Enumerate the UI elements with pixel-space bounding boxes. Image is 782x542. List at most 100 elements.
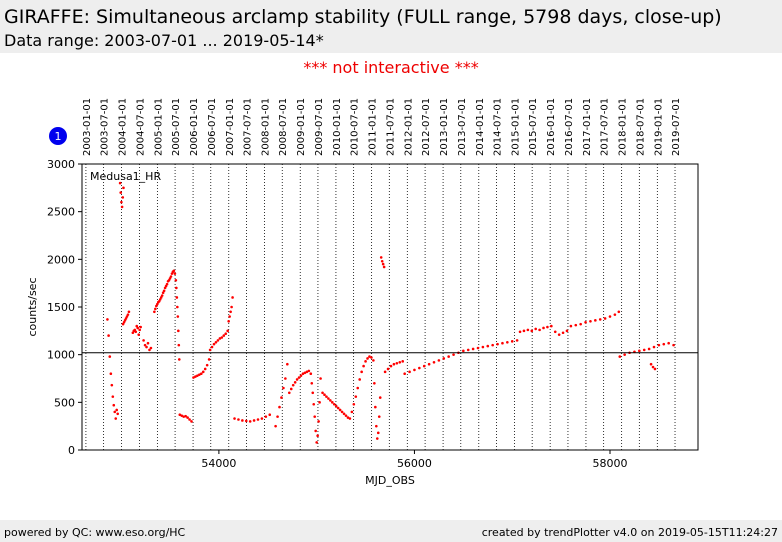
data-point: [380, 259, 384, 263]
data-point: [212, 342, 216, 346]
x-tick-label: 54000: [201, 457, 236, 470]
y-tick-label: 3000: [47, 158, 75, 171]
data-point: [352, 402, 356, 406]
data-point: [160, 294, 164, 297]
date-marker-label: 2005-07-01: [171, 98, 182, 156]
data-point: [651, 365, 655, 369]
y-tick-label: 1500: [47, 301, 75, 314]
date-marker-label: 2012-07-01: [421, 98, 432, 156]
panel-number-badge: [49, 127, 67, 145]
date-marker-label: 2010-07-01: [350, 98, 361, 156]
plot-frame: [81, 163, 699, 451]
data-point: [233, 417, 236, 420]
data-point: [350, 410, 354, 414]
data-point: [248, 420, 252, 423]
data-points: [106, 181, 675, 444]
data-point: [237, 418, 240, 421]
data-point: [375, 424, 378, 428]
panel-label: Medusa1_HR: [90, 170, 161, 183]
x-tick-label: 58000: [593, 457, 628, 470]
data-point: [382, 265, 386, 269]
data-point: [649, 362, 653, 366]
data-point: [565, 329, 569, 333]
y-tick-label: 2000: [47, 253, 75, 266]
data-range-subtitle: Data range: 2003-07-01 ... 2019-05-14*: [4, 31, 324, 50]
data-point: [205, 363, 209, 367]
data-point: [340, 410, 344, 414]
data-point: [264, 415, 268, 418]
data-point: [377, 415, 381, 418]
data-point: [174, 279, 178, 282]
data-point: [201, 370, 205, 374]
date-marker-label: 2016-07-01: [564, 98, 575, 156]
data-point: [623, 353, 626, 356]
data-point: [316, 434, 319, 438]
data-point: [107, 334, 110, 337]
data-point: [210, 345, 214, 349]
data-point: [291, 383, 295, 387]
x-axis: 54000 56000 58000: [201, 450, 628, 470]
data-point: [268, 413, 272, 417]
data-point: [334, 404, 338, 408]
date-marker-label: 2003-01-01: [82, 98, 93, 156]
data-point: [574, 323, 578, 327]
data-point: [319, 377, 322, 380]
data-point: [375, 437, 379, 440]
date-marker-label: 2014-01-01: [475, 98, 486, 156]
date-marker-label: 2018-01-01: [618, 98, 629, 156]
data-point: [256, 418, 260, 421]
data-point: [422, 364, 426, 368]
data-point: [175, 296, 179, 299]
data-point: [224, 332, 228, 335]
data-point: [589, 320, 592, 323]
page-title: GIRAFFE: Simultaneous arclamp stability …: [4, 6, 722, 28]
data-point: [647, 347, 651, 351]
date-marker-label: 2007-01-01: [225, 98, 236, 156]
data-point: [289, 387, 293, 391]
data-point: [360, 370, 363, 374]
data-point: [401, 360, 405, 363]
data-point: [286, 362, 289, 366]
data-point: [594, 319, 597, 322]
data-point: [216, 339, 220, 342]
data-point: [227, 320, 230, 323]
data-point: [403, 372, 406, 376]
data-point: [476, 346, 480, 350]
data-point: [115, 408, 119, 412]
data-point: [312, 402, 316, 406]
data-point: [557, 333, 561, 336]
data-point: [108, 355, 112, 358]
data-point: [550, 324, 553, 328]
data-point: [325, 395, 328, 398]
data-point: [672, 343, 675, 347]
data-point: [506, 340, 509, 344]
y-axis-label: counts/sec: [26, 277, 39, 336]
data-point: [192, 376, 195, 379]
data-point: [447, 355, 450, 358]
data-point: [608, 315, 612, 318]
date-marker-label: 2008-01-01: [260, 98, 271, 156]
data-point: [364, 360, 367, 363]
data-point: [222, 334, 226, 337]
data-point: [280, 396, 283, 399]
not-interactive-notice: *** not interactive ***: [303, 58, 479, 77]
data-point: [198, 373, 201, 376]
data-point: [530, 329, 534, 333]
data-point: [386, 367, 390, 371]
data-point: [177, 343, 181, 347]
data-point: [127, 310, 131, 314]
data-point: [579, 322, 582, 326]
data-point: [358, 378, 361, 381]
data-point: [175, 286, 178, 290]
data-point: [315, 441, 318, 444]
data-point: [374, 405, 377, 409]
header-bar: GIRAFFE: Simultaneous arclamp stability …: [0, 0, 782, 53]
data-point: [145, 345, 148, 349]
data-point: [348, 417, 352, 420]
data-point: [471, 347, 475, 351]
data-point: [437, 359, 441, 362]
data-point: [203, 367, 207, 371]
data-point: [153, 310, 156, 314]
data-point: [344, 414, 348, 417]
data-point: [146, 341, 150, 345]
